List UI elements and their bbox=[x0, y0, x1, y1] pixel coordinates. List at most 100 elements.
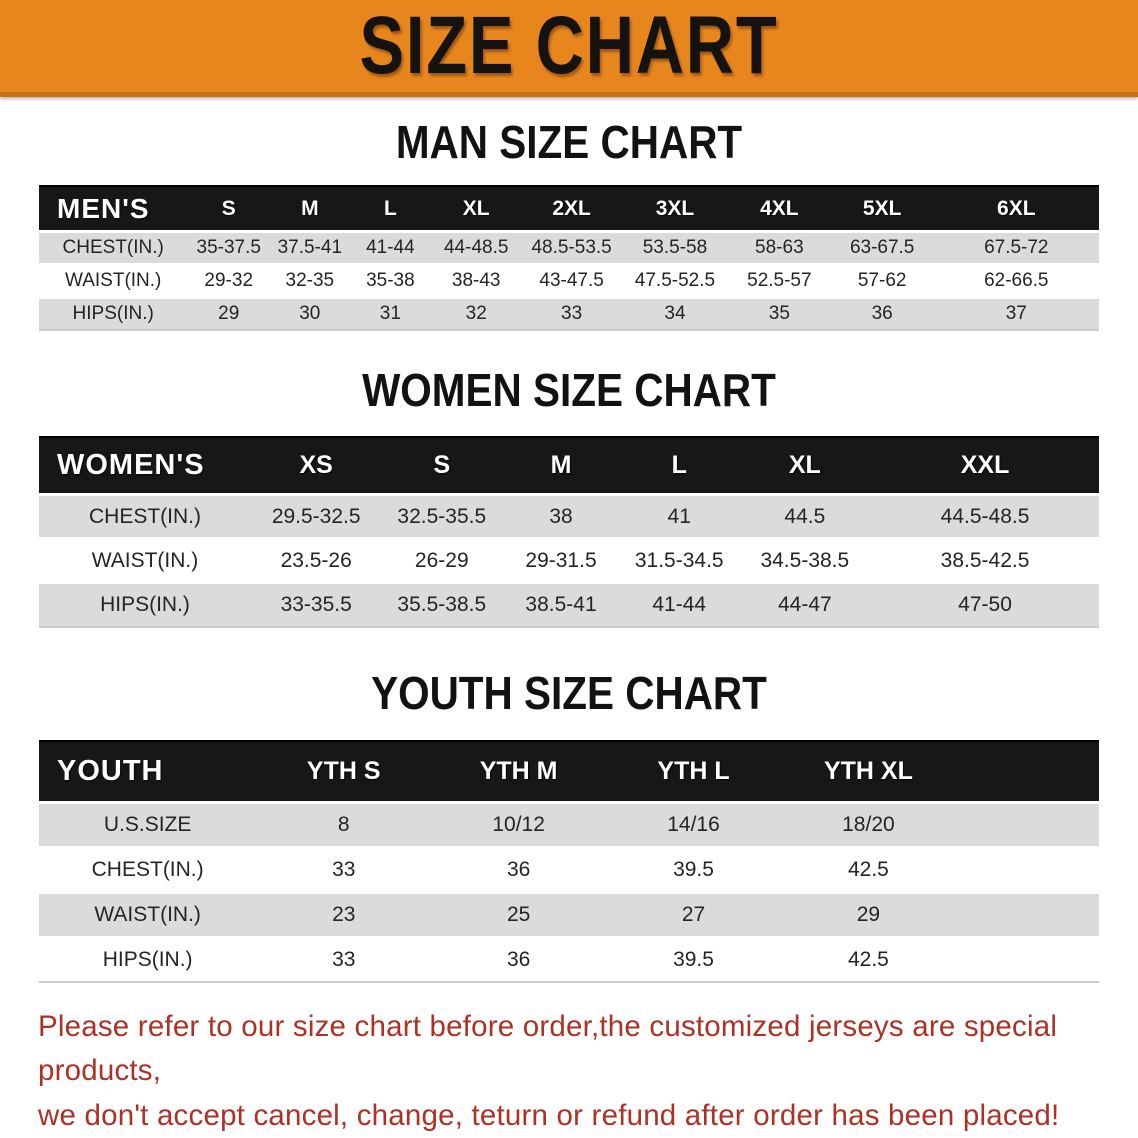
size-value-cell: 39.5 bbox=[606, 845, 781, 893]
table-row: WAIST(IN.) 23.5-26 26-29 29-31.5 31.5-34.5 34… bbox=[39, 537, 1099, 583]
size-value-cell: 35-37.5 bbox=[187, 229, 271, 265]
measurement-label: WAIST(IN.) bbox=[39, 262, 188, 298]
size-column-header: XXL bbox=[871, 435, 1099, 496]
size-value-cell: 25 bbox=[431, 890, 607, 938]
size-value-cell: 29-32 bbox=[187, 262, 271, 298]
size-value-cell: 31 bbox=[349, 295, 432, 332]
header-row: YOUTH YTH S YTH M YTH L YTH XL bbox=[39, 740, 1099, 804]
size-value-cell: 58-63 bbox=[727, 229, 831, 265]
size-column-header: 5XL bbox=[830, 185, 934, 233]
women-size-chart-section: WOMEN SIZE CHART WOMEN'S XS S M L XL XXL CHEST(I… bbox=[0, 365, 1138, 628]
spacer-cell bbox=[955, 845, 1099, 893]
women-size-table: WOMEN'S XS S M L XL XXL CHEST(IN.) 29.5-32.5 32.5… bbox=[39, 435, 1099, 628]
measurement-label: CHEST(IN.) bbox=[39, 493, 251, 539]
size-column-header: S bbox=[381, 435, 503, 496]
size-column-header: YTH XL bbox=[780, 740, 956, 804]
disclaimer-line-2: we don't accept cancel, change, teturn o… bbox=[38, 1098, 1060, 1132]
size-value-cell: 57-62 bbox=[830, 262, 934, 298]
size-value-cell: 47.5-52.5 bbox=[621, 262, 728, 298]
size-value-cell: 44.5 bbox=[738, 493, 872, 539]
table-row: CHEST(IN.) 35-37.5 37.5-41 41-44 44-48.5 48.5… bbox=[39, 229, 1099, 265]
size-value-cell: 31.5-34.5 bbox=[619, 537, 739, 583]
man-size-chart-section: MAN SIZE CHART MEN'S S M L XL 2XL 3XL 4XL 5XL 6XL C… bbox=[0, 116, 1138, 332]
table-row: WAIST(IN.) 29-32 32-35 35-38 38-43 43-47.5 47.… bbox=[39, 262, 1099, 298]
man-size-chart-title: MAN SIZE CHART bbox=[395, 116, 743, 169]
size-value-cell: 33-35.5 bbox=[251, 581, 382, 628]
size-column-header: M bbox=[502, 435, 620, 496]
size-value-cell: 41 bbox=[619, 493, 739, 539]
disclaimer-note: Please refer to our size chart before or… bbox=[38, 1005, 1100, 1138]
size-value-cell: 34.5-38.5 bbox=[738, 537, 872, 583]
measurement-label: HIPS(IN.) bbox=[39, 935, 257, 984]
disclaimer-line-1: Please refer to our size chart before or… bbox=[38, 1010, 1058, 1088]
measurement-label: WAIST(IN.) bbox=[39, 890, 257, 938]
size-value-cell: 39.5 bbox=[606, 935, 781, 984]
youth-size-table: YOUTH YTH S YTH M YTH L YTH XL U.S.SIZE 8 10/12… bbox=[39, 740, 1099, 984]
size-value-cell: 62-66.5 bbox=[933, 262, 1099, 298]
size-value-cell: 38 bbox=[502, 493, 620, 539]
spacer-cell bbox=[955, 890, 1099, 938]
size-value-cell: 29-31.5 bbox=[502, 537, 620, 583]
size-column-header: XL bbox=[431, 185, 522, 233]
size-value-cell: 36 bbox=[830, 295, 934, 332]
size-value-cell: 34 bbox=[621, 295, 728, 332]
table-row: U.S.SIZE 8 10/12 14/16 18/20 bbox=[39, 800, 1099, 848]
size-column-header: S bbox=[187, 185, 271, 233]
size-value-cell: 32.5-35.5 bbox=[381, 493, 503, 539]
size-column-header: M bbox=[270, 185, 350, 233]
size-value-cell: 35 bbox=[727, 295, 831, 332]
table-row: WAIST(IN.) 23 25 27 29 bbox=[39, 890, 1099, 938]
header-row: MEN'S S M L XL 2XL 3XL 4XL 5XL 6XL bbox=[39, 185, 1099, 233]
size-value-cell: 29 bbox=[187, 295, 271, 332]
size-value-cell: 26-29 bbox=[381, 537, 503, 583]
table-corner-label: WOMEN'S bbox=[39, 435, 251, 496]
size-value-cell: 35-38 bbox=[349, 262, 432, 298]
size-value-cell: 38-43 bbox=[431, 262, 522, 298]
size-charts-container: MAN SIZE CHART MEN'S S M L XL 2XL 3XL 4XL 5XL 6XL C… bbox=[0, 116, 1138, 984]
size-value-cell: 33 bbox=[256, 845, 432, 893]
size-value-cell: 44.5-48.5 bbox=[871, 493, 1099, 539]
size-value-cell: 41-44 bbox=[349, 229, 432, 265]
size-column-header: XS bbox=[251, 435, 382, 496]
size-value-cell: 42.5 bbox=[780, 845, 956, 893]
size-value-cell: 38.5-42.5 bbox=[871, 537, 1099, 583]
size-column-header: 3XL bbox=[621, 185, 728, 233]
measurement-label: CHEST(IN.) bbox=[39, 845, 257, 893]
size-value-cell: 33 bbox=[256, 935, 432, 984]
youth-size-chart-title: YOUTH SIZE CHART bbox=[371, 667, 767, 720]
table-row: HIPS(IN.) 33-35.5 35.5-38.5 38.5-41 41-44 44-… bbox=[39, 581, 1099, 628]
size-value-cell: 23.5-26 bbox=[251, 537, 382, 583]
size-column-header: YTH S bbox=[256, 740, 432, 804]
size-value-cell: 63-67.5 bbox=[830, 229, 934, 265]
size-value-cell: 23 bbox=[256, 890, 432, 938]
size-column-header: YTH M bbox=[431, 740, 607, 804]
size-value-cell: 36 bbox=[431, 845, 607, 893]
size-value-cell: 38.5-41 bbox=[502, 581, 620, 628]
size-value-cell: 52.5-57 bbox=[727, 262, 831, 298]
size-value-cell: 27 bbox=[606, 890, 781, 938]
size-column-header: L bbox=[619, 435, 739, 496]
size-value-cell: 42.5 bbox=[780, 935, 956, 984]
table-row: CHEST(IN.) 33 36 39.5 42.5 bbox=[39, 845, 1099, 893]
measurement-label: U.S.SIZE bbox=[39, 800, 257, 848]
size-value-cell: 35.5-38.5 bbox=[381, 581, 503, 628]
spacer-cell bbox=[955, 800, 1099, 848]
table-row: HIPS(IN.) 29 30 31 32 33 34 35 36 37 bbox=[39, 295, 1099, 332]
size-column-header: YTH L bbox=[606, 740, 781, 804]
table-row: CHEST(IN.) 29.5-32.5 32.5-35.5 38 41 44.5 44.5… bbox=[39, 493, 1099, 539]
size-value-cell: 29 bbox=[780, 890, 956, 938]
measurement-label: WAIST(IN.) bbox=[39, 537, 251, 583]
size-value-cell: 32 bbox=[431, 295, 522, 332]
man-size-table: MEN'S S M L XL 2XL 3XL 4XL 5XL 6XL CHEST(IN.) 35-37… bbox=[39, 185, 1099, 332]
size-value-cell: 36 bbox=[431, 935, 607, 984]
size-chart-banner: SIZE CHART bbox=[0, 0, 1138, 97]
spacer-cell bbox=[955, 935, 1099, 984]
size-value-cell: 43-47.5 bbox=[521, 262, 622, 298]
measurement-label: CHEST(IN.) bbox=[39, 229, 188, 265]
size-column-header: XL bbox=[738, 435, 872, 496]
spacer-cell bbox=[955, 740, 1099, 804]
size-value-cell: 8 bbox=[256, 800, 432, 848]
size-value-cell: 32-35 bbox=[270, 262, 350, 298]
size-value-cell: 48.5-53.5 bbox=[521, 229, 622, 265]
table-row: HIPS(IN.) 33 36 39.5 42.5 bbox=[39, 935, 1099, 984]
